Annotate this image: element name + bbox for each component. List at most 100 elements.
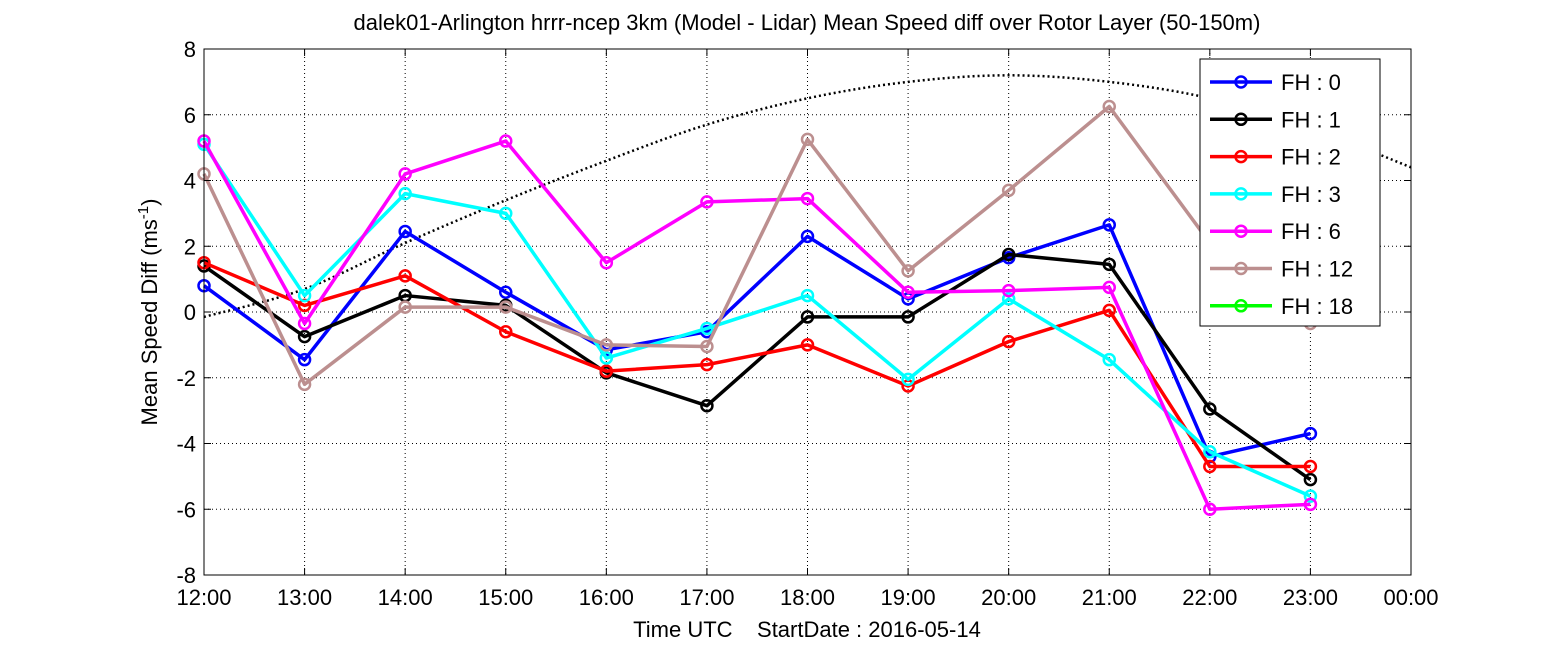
legend-label: FH : 0 (1281, 70, 1341, 95)
series-line (202, 252, 1312, 482)
data-point (297, 329, 312, 344)
x-tick-label: 14:00 (378, 585, 433, 610)
legend-label: FH : 1 (1281, 107, 1341, 132)
data-point (1001, 283, 1016, 298)
data-point (398, 300, 412, 314)
legend: FH : 0 FH : 1 FH : 2 FH : 3 FH : 6 FH : 12 FH … (1199, 58, 1381, 327)
data-point (700, 195, 714, 209)
legend-label: FH : 3 (1281, 182, 1341, 207)
data-point (700, 357, 714, 372)
data-point (800, 310, 815, 324)
data-point (1303, 489, 1318, 503)
data-point (1102, 218, 1116, 232)
data-point (398, 167, 412, 181)
data-point (1102, 303, 1116, 318)
data-point (700, 339, 714, 354)
series-fh-6 (197, 134, 1318, 516)
data-point (297, 288, 312, 303)
legend-label: FH : 2 (1281, 145, 1341, 170)
legend-label: FH : 6 (1281, 219, 1341, 244)
x-tick-label: 17:00 (679, 585, 734, 610)
data-point (599, 255, 614, 270)
series-line (202, 223, 1311, 459)
data-point (1303, 426, 1318, 441)
data-point (297, 352, 312, 367)
reference-curve-line (203, 74, 1412, 319)
data-point (1303, 497, 1318, 512)
x-tick-label: 00:00 (1383, 585, 1438, 610)
data-point (1203, 502, 1217, 516)
data-point (599, 338, 614, 352)
x-tick-label: 23:00 (1283, 585, 1338, 610)
axis-ticks (203, 48, 1412, 576)
x-axis-label: Time UTC StartDate : 2016-05-14 (633, 617, 981, 642)
legend-marker (1234, 187, 1248, 201)
y-tick-label: -6 (176, 497, 196, 522)
data-point (297, 316, 312, 331)
data-point (901, 372, 915, 387)
data-point (901, 264, 915, 278)
data-point (1102, 99, 1116, 114)
y-tick-label: 4 (184, 169, 196, 194)
legend-marker (1234, 299, 1248, 313)
x-tick-label: 22:00 (1182, 585, 1237, 610)
data-point (499, 324, 513, 339)
data-point (1001, 292, 1016, 306)
y-tick-label: -8 (176, 563, 196, 588)
data-point (599, 364, 614, 378)
y-tick-label: 0 (184, 300, 196, 325)
data-point (800, 338, 815, 352)
y-tick-label: -2 (176, 366, 196, 391)
data-point (1102, 352, 1116, 367)
data-point (800, 191, 815, 206)
data-point (1203, 402, 1217, 416)
data-point (297, 377, 312, 392)
data-point (499, 134, 513, 148)
legend-marker (1234, 149, 1248, 164)
data-point (901, 285, 915, 300)
data-point (1001, 183, 1016, 198)
x-tick-label: 19:00 (881, 585, 936, 610)
series-group (197, 99, 1318, 516)
legend-label: FH : 12 (1281, 257, 1353, 282)
data-point (599, 351, 614, 365)
data-point (1203, 459, 1217, 474)
series-line (202, 143, 1312, 498)
y-tick-label: 8 (184, 37, 196, 62)
x-tick-label: 20:00 (981, 585, 1036, 610)
x-tick-label: 16:00 (579, 585, 634, 610)
data-point (398, 224, 412, 239)
data-point (700, 321, 714, 336)
data-point (499, 285, 513, 300)
reference-curve (203, 74, 1412, 319)
y-axis-label-main: Mean Speed Diff (ms (137, 219, 162, 425)
y-tick-label: -4 (176, 432, 196, 457)
y-tick-label: 6 (184, 103, 196, 128)
x-tick-label: 21:00 (1082, 585, 1137, 610)
x-tick-label: 15:00 (478, 585, 533, 610)
x-tick-label: 13:00 (277, 585, 332, 610)
data-point (499, 206, 513, 221)
data-point (1303, 459, 1318, 474)
data-point (1102, 257, 1116, 272)
legend-marker (1234, 224, 1248, 238)
data-point (901, 310, 915, 324)
legend-marker (1234, 75, 1248, 89)
legend-marker (1234, 112, 1248, 127)
chart-title: dalek01-Arlington hrrr-ncep 3km (Model -… (354, 10, 1261, 35)
data-point (1203, 444, 1217, 459)
y-axis-label: Mean Speed Diff (ms-1) (135, 199, 162, 426)
data-point (700, 398, 714, 413)
series-line (203, 261, 1311, 469)
legend-label: FH : 18 (1281, 294, 1353, 319)
data-point (800, 288, 815, 303)
data-point (499, 300, 513, 314)
data-point (1102, 280, 1116, 295)
data-point (1303, 472, 1318, 487)
y-axis-label-close: ) (137, 199, 162, 206)
data-point (1001, 247, 1016, 262)
y-tick-label: 2 (184, 234, 196, 259)
data-point (800, 229, 815, 244)
x-tick-label: 18:00 (780, 585, 835, 610)
